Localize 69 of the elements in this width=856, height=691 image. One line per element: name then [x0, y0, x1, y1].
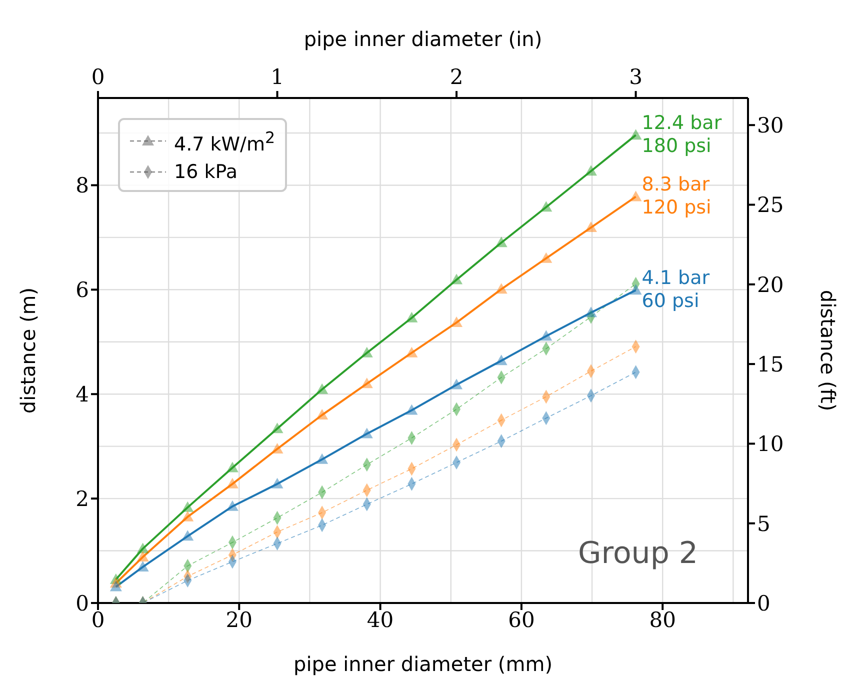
- point: [406, 312, 418, 322]
- point: [584, 222, 597, 232]
- point: [360, 378, 373, 388]
- y2-tick-label: 10: [757, 432, 784, 456]
- point: [136, 542, 149, 554]
- y2-tick-label: 25: [757, 193, 784, 218]
- y-tick-label: 0: [76, 591, 89, 616]
- point: [182, 510, 194, 522]
- y2-tick-label: 0: [757, 591, 770, 616]
- point: [226, 478, 238, 488]
- point: [360, 346, 373, 358]
- y-tick-label: 4: [76, 382, 89, 407]
- x-tick-label: 20: [226, 608, 253, 632]
- point: [540, 201, 552, 212]
- x-tick-label: 40: [366, 608, 394, 632]
- y2-tick-label: 20: [757, 272, 784, 297]
- point: [450, 378, 463, 390]
- point: [406, 346, 418, 358]
- point: [406, 404, 418, 415]
- point: [226, 500, 238, 511]
- point: [630, 190, 642, 202]
- annotation: Group 2: [578, 536, 698, 571]
- point: [584, 165, 597, 176]
- point: [360, 428, 373, 438]
- x-axis-title: pipe inner diameter (mm): [294, 652, 552, 676]
- series-label: 4.1 bar 60 psi: [642, 267, 710, 312]
- point: [316, 453, 328, 464]
- y2-axis-title: distance (ft): [816, 290, 840, 412]
- x2-tick-label: 1: [270, 65, 284, 89]
- y2-tick-label: 5: [757, 512, 770, 536]
- point: [450, 316, 463, 328]
- y2-tick-label: 15: [757, 352, 784, 376]
- point: [584, 306, 597, 318]
- point: [226, 462, 238, 472]
- x2-tick-label: 0: [91, 65, 105, 89]
- annotation: 16 kPa: [174, 160, 238, 186]
- y2-tick-label: 30: [757, 114, 784, 138]
- marker-key-box: 4.7 kW/m$^{2}$ 16 kPa: [118, 118, 288, 192]
- point: [495, 283, 508, 294]
- point: [110, 580, 122, 592]
- y-axis-title: distance (m): [16, 287, 40, 414]
- annotation: 4.7 kW/m$^{2}$: [174, 127, 276, 158]
- point: [630, 284, 642, 295]
- x2-axis-title: pipe inner diameter (in): [304, 27, 542, 51]
- point: [495, 354, 508, 366]
- point: [182, 501, 194, 512]
- point: [630, 129, 642, 140]
- point: [271, 442, 284, 454]
- x2-tick-label: 3: [629, 65, 642, 89]
- x2-tick-label: 2: [450, 65, 464, 89]
- x-tick-label: 60: [508, 608, 535, 632]
- point: [316, 408, 328, 420]
- point: [495, 236, 508, 248]
- x-tick-label: 80: [649, 608, 676, 632]
- point: [316, 383, 328, 394]
- point: [136, 560, 149, 572]
- point: [540, 330, 552, 341]
- y-tick-label: 6: [76, 278, 89, 302]
- series-label: 12.4 bar 180 psi: [642, 112, 722, 158]
- point: [136, 551, 149, 562]
- series-label: 8.3 bar 120 psi: [642, 174, 712, 219]
- y-tick-label: 2: [76, 487, 89, 512]
- point: [271, 422, 284, 434]
- point: [450, 274, 463, 284]
- y-tick-label: 8: [76, 174, 89, 198]
- point: [182, 530, 194, 541]
- x-tick-label: 0: [91, 608, 105, 632]
- point: [540, 252, 552, 263]
- point: [271, 478, 284, 488]
